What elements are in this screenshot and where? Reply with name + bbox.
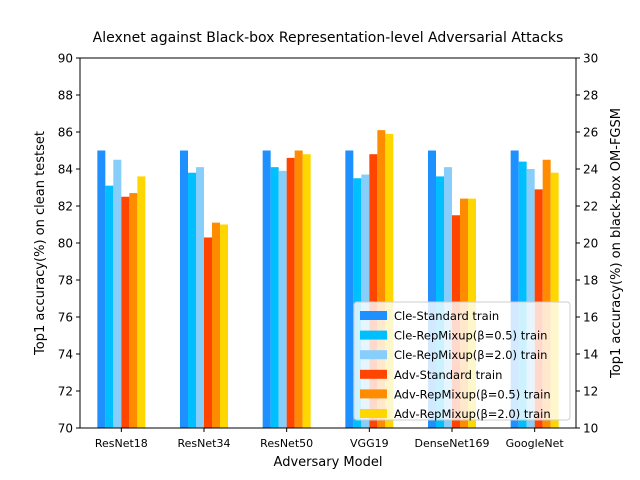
y2-tick-label: 18 [583,274,598,288]
y-tick-label: 82 [58,200,73,214]
bar-adv-repmixup-0-5-train-resnet34 [212,222,220,428]
y2-tick-label: 26 [583,126,598,140]
y2-tick-label: 10 [583,422,598,436]
x-tick-label: ResNet50 [260,437,313,450]
legend: Cle-Standard train Cle-RepMixup(β=0.5) tr… [353,301,571,421]
bar-adv-repmixup-0-5-train-resnet50 [294,150,303,428]
chart-title: Alexnet against Black-box Representation… [93,30,564,46]
y2-tick-label: 20 [583,237,598,251]
bar-cle-repmixup-2-0-train-densenet169 [444,167,452,428]
x-tick-label: GoogleNet [506,437,565,450]
y2-tick-label: 22 [583,200,598,214]
y-tick-label: 84 [58,163,73,177]
bar-adv-repmixup-2-0-train-resnet50 [302,154,311,428]
bar-cle-standard-train-densenet169 [428,150,436,428]
bars-layer [97,130,559,428]
y-tick-label: 76 [58,311,73,325]
legend-label: Adv-RepMixup(β=0.5) train [394,387,551,401]
legend-swatch [360,330,387,340]
bar-cle-standard-train-resnet50 [262,150,271,428]
bar-cle-standard-train-resnet18 [97,150,106,428]
bar-adv-standard-train-resnet18 [121,196,130,428]
y2-axis-label: Top1 accuracy(%) on black-box OM-FGSM [609,108,624,379]
y-tick-label: 78 [58,274,73,288]
left-axis-ticks: 70 72 74 76 78 80 82 84 86 88 90 [58,52,80,436]
x-axis-label: Adversary Model [274,455,383,470]
bar-adv-standard-train-resnet34 [204,237,212,428]
legend-label: Adv-Standard train [394,368,502,382]
y-tick-label: 80 [58,237,73,251]
legend-label: Cle-RepMixup(β=0.5) train [394,329,547,343]
legend-label: Cle-Standard train [394,309,499,323]
bar-adv-repmixup-2-0-train-vgg19 [385,133,394,428]
legend-swatch [360,369,387,379]
y2-tick-label: 14 [583,348,598,362]
bar-cle-repmixup-0-5-train-googlenet [518,161,527,428]
bar-cle-standard-train-vgg19 [345,150,354,428]
bar-adv-standard-train-vgg19 [369,154,378,428]
right-axis-ticks: 10 12 14 16 18 20 22 24 26 28 30 [576,52,598,436]
y2-tick-label: 30 [583,52,598,66]
x-tick-label: ResNet18 [95,437,148,450]
bar-cle-repmixup-2-0-train-vgg19 [361,174,370,428]
bar-cle-standard-train-resnet34 [180,150,188,428]
y2-tick-label: 24 [583,163,598,177]
legend-swatch [360,311,387,320]
y-axis-label: Top1 accuracy(%) on clean testset [33,131,48,356]
legend-swatch [360,389,387,399]
y2-tick-label: 12 [583,385,598,399]
bar-adv-repmixup-2-0-train-resnet34 [220,224,228,428]
bar-cle-repmixup-0-5-train-resnet50 [270,167,279,428]
bar-adv-standard-train-resnet50 [286,157,295,428]
y-tick-label: 70 [58,422,73,436]
bar-cle-repmixup-2-0-train-googlenet [526,169,535,428]
bar-cle-repmixup-2-0-train-resnet50 [278,170,287,428]
bar-cle-repmixup-0-5-train-resnet18 [105,185,114,428]
y2-tick-label: 28 [583,89,598,103]
y-tick-label: 74 [58,348,73,362]
bar-adv-repmixup-0-5-train-resnet18 [129,193,138,428]
bar-cle-repmixup-2-0-train-resnet34 [196,167,204,428]
legend-swatch [360,350,387,360]
y-tick-label: 88 [58,89,73,103]
y-tick-label: 72 [58,385,73,399]
legend-box [353,301,571,421]
x-tick-label: ResNet34 [178,437,231,450]
x-tick-label: DenseNet169 [414,437,489,450]
y-tick-label: 86 [58,126,73,140]
x-axis-ticks: ResNet18 ResNet34 ResNet50 VGG19 DenseNet169… [95,428,565,450]
bar-adv-repmixup-2-0-train-resnet18 [137,176,146,428]
legend-label: Adv-RepMixup(β=2.0) train [394,407,551,421]
bar-adv-repmixup-2-0-train-googlenet [550,172,559,428]
bar-adv-repmixup-0-5-train-vgg19 [377,130,386,428]
bar-cle-repmixup-0-5-train-resnet34 [188,172,196,428]
y-tick-label: 90 [58,52,73,66]
bar-cle-standard-train-googlenet [510,150,519,428]
x-tick-label: VGG19 [350,437,389,450]
y2-tick-label: 16 [583,311,598,325]
legend-swatch [360,409,387,418]
bar-adv-repmixup-0-5-train-googlenet [542,159,551,428]
bar-cle-repmixup-2-0-train-resnet18 [113,159,122,428]
legend-label: Cle-RepMixup(β=2.0) train [394,348,547,362]
